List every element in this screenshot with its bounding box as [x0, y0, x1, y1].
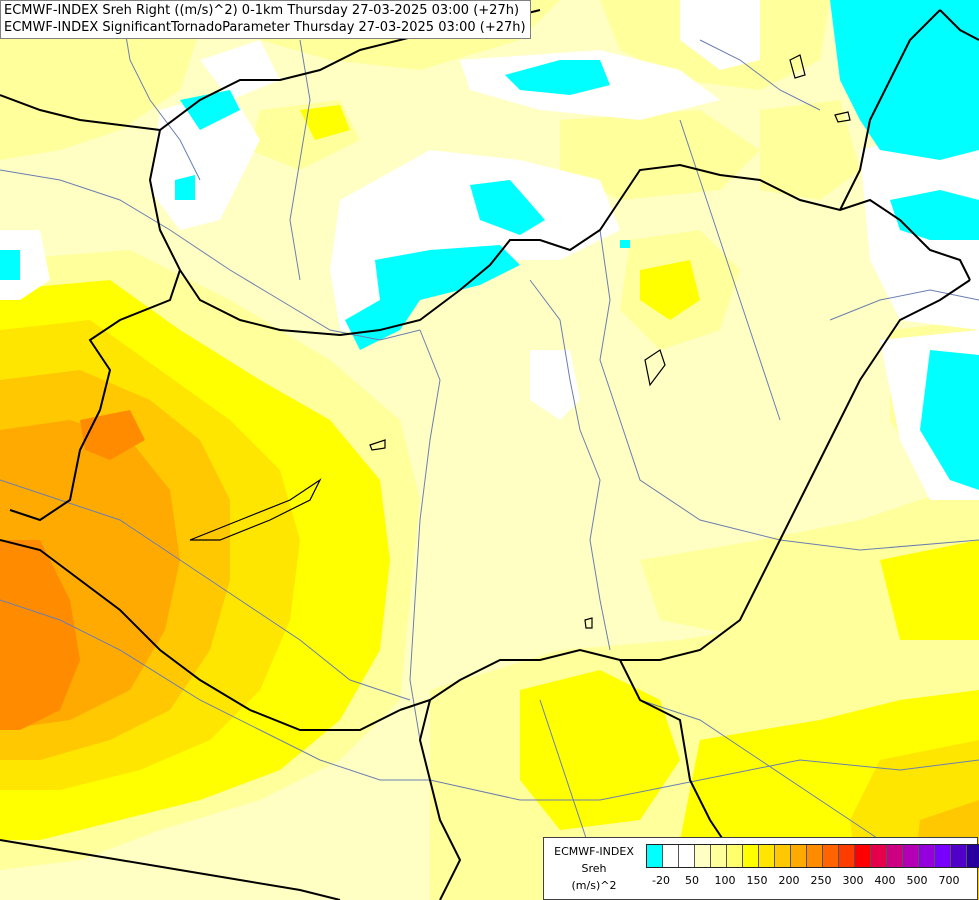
legend-tick-label: 250 — [810, 874, 832, 887]
legend-swatch — [951, 845, 967, 867]
legend-title-model: ECMWF-INDEX — [554, 845, 634, 858]
legend-tick-label: 700 — [938, 874, 960, 887]
legend-swatch — [919, 845, 935, 867]
legend-tick-label: 400 — [874, 874, 896, 887]
map-title-sreh: ECMWF-INDEX Sreh Right ((m/s)^2) 0-1km T… — [4, 3, 520, 18]
legend-swatch — [871, 845, 887, 867]
legend-swatch — [807, 845, 823, 867]
legend-swatch — [887, 845, 903, 867]
map-title-stp: ECMWF-INDEX SignificantTornadoParameter … — [4, 20, 526, 35]
legend-swatch — [663, 845, 679, 867]
legend-swatch — [743, 845, 759, 867]
legend-swatch — [839, 845, 855, 867]
legend-title-param: Sreh — [581, 862, 607, 875]
legend-title-unit: (m/s)^2 — [571, 879, 617, 892]
legend-tick-label: 500 — [906, 874, 928, 887]
legend-swatch — [791, 845, 807, 867]
legend-swatch — [775, 845, 791, 867]
lakes — [189, 54, 851, 629]
legend-tick-label: 100 — [714, 874, 736, 887]
legend-tick-label: -20 — [652, 874, 670, 887]
legend-swatch — [935, 845, 951, 867]
legend-swatch — [727, 845, 743, 867]
country-borders — [0, 9, 979, 900]
legend-swatch — [647, 845, 663, 867]
legend-tick-label: 200 — [778, 874, 800, 887]
field-band-negative — [0, 0, 979, 490]
legend-swatch — [695, 845, 711, 867]
legend-swatch — [903, 845, 919, 867]
legend-swatch — [679, 845, 695, 867]
legend-tick-label: 300 — [842, 874, 864, 887]
legend-swatch — [967, 845, 979, 867]
field-band-highest — [0, 410, 145, 730]
legend-swatch — [855, 845, 871, 867]
legend-swatch — [711, 845, 727, 867]
legend-tick-label: 50 — [685, 874, 699, 887]
map-title-box: ECMWF-INDEX Sreh Right ((m/s)^2) 0-1km T… — [0, 0, 531, 39]
legend-color-scale — [646, 844, 979, 868]
rivers — [0, 0, 979, 881]
color-legend: ECMWF-INDEX Sreh (m/s)^2 -20 50 100 150 200 2… — [543, 837, 979, 900]
legend-swatch — [759, 845, 775, 867]
legend-tick-label: 150 — [746, 874, 768, 887]
legend-swatch — [823, 845, 839, 867]
